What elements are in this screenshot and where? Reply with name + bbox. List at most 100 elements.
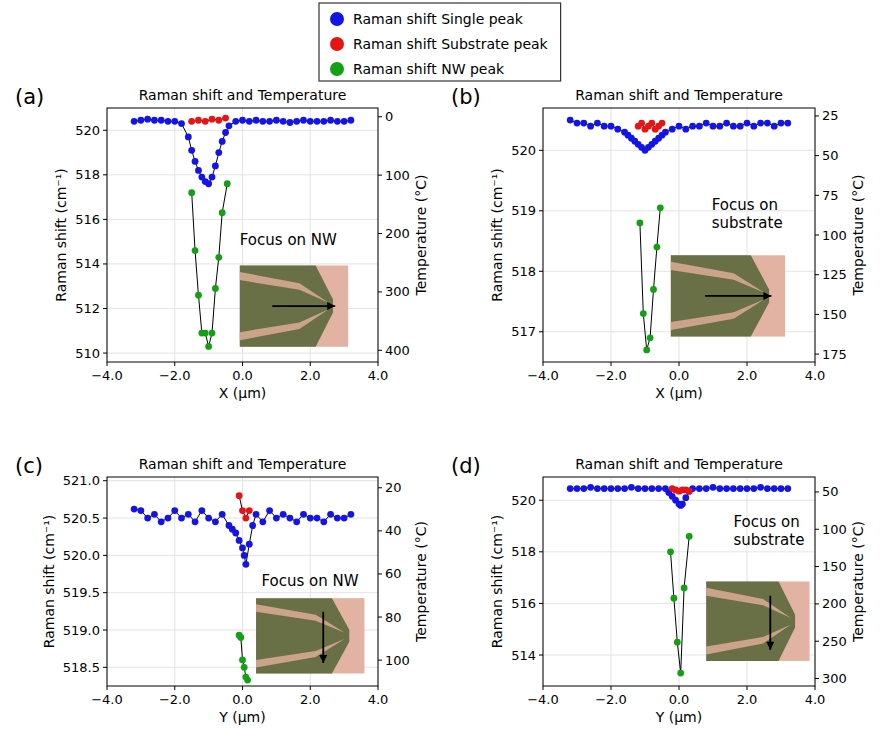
data-point — [188, 189, 195, 196]
y-tick — [539, 655, 543, 656]
data-point — [205, 180, 212, 187]
data-point — [205, 515, 212, 522]
data-point — [137, 507, 144, 514]
data-point — [614, 485, 621, 492]
data-point — [253, 511, 260, 518]
data-point — [192, 518, 199, 525]
y-tick-label: 519 — [511, 203, 536, 218]
data-point — [682, 494, 689, 501]
inset-arrowhead — [763, 292, 771, 300]
data-point — [249, 522, 256, 529]
y2-tick-label: 50 — [822, 484, 839, 499]
x-tick — [378, 362, 379, 366]
y2-tick — [378, 660, 382, 661]
data-point — [307, 118, 314, 125]
data-point — [659, 120, 666, 127]
data-point — [580, 485, 587, 492]
data-point — [293, 518, 300, 525]
data-point — [237, 634, 244, 641]
data-point — [594, 120, 601, 127]
data-point — [730, 485, 737, 492]
y2-tick — [378, 617, 382, 618]
x-tick-label: −2.0 — [159, 692, 191, 707]
data-point — [621, 485, 628, 492]
y2-axis-title: Temperature (°C) — [413, 521, 429, 643]
data-point — [574, 485, 581, 492]
data-point — [689, 123, 696, 130]
series-line — [134, 509, 351, 564]
data-point — [266, 507, 273, 514]
y-tick — [539, 210, 543, 211]
data-point — [293, 118, 300, 125]
legend-marker — [330, 37, 344, 51]
data-point — [307, 515, 314, 522]
data-point — [669, 126, 676, 133]
data-point — [587, 484, 594, 491]
y-tick — [539, 603, 543, 604]
data-point — [144, 116, 151, 123]
data-point — [222, 115, 229, 122]
y-tick-label: 518 — [511, 544, 536, 559]
data-point — [764, 485, 771, 492]
grid-line — [174, 108, 175, 362]
data-point — [215, 117, 222, 124]
data-point — [601, 485, 608, 492]
data-point — [253, 117, 260, 124]
data-point — [710, 484, 717, 491]
y2-tick — [815, 529, 819, 530]
series-line — [239, 496, 249, 518]
data-point — [215, 254, 222, 261]
y-tick-label: 520 — [75, 123, 100, 138]
inset-edge — [671, 262, 765, 293]
data-point — [643, 347, 650, 354]
legend-marker — [330, 62, 344, 76]
data-point — [185, 134, 192, 141]
x-tick — [242, 362, 243, 366]
x-tick — [679, 686, 680, 690]
plot-data — [131, 115, 355, 350]
y-tick-label: 514 — [511, 648, 536, 663]
data-point — [287, 119, 294, 126]
panel: Focus onsubstrate−4.0−2.00.02.04.0X (μm)… — [451, 85, 866, 401]
x-axis-title: Y (μm) — [218, 709, 265, 725]
legend-marker — [330, 12, 344, 26]
y2-tick — [378, 350, 382, 351]
x-tick-label: 0.0 — [232, 368, 253, 383]
data-point — [681, 585, 688, 592]
data-point — [703, 485, 710, 492]
data-point — [771, 485, 778, 492]
data-point — [686, 488, 693, 495]
panel: Focus onsubstrate−4.0−2.00.02.04.0Y (μm)… — [451, 454, 866, 725]
data-point — [703, 120, 710, 127]
data-point — [188, 118, 195, 125]
y2-tick-label: 200 — [385, 226, 410, 241]
data-point — [580, 120, 587, 127]
y2-tick — [378, 291, 382, 292]
data-point — [320, 518, 327, 525]
x-tick — [174, 362, 175, 366]
y2-axis-title: Temperature (°C) — [850, 175, 866, 297]
x-tick — [815, 362, 816, 366]
annotation-line: substrate — [733, 531, 804, 549]
plot-frame — [543, 477, 815, 686]
series-line — [192, 184, 228, 347]
data-point — [158, 117, 165, 124]
data-point — [209, 116, 216, 123]
y2-tick-label: 400 — [385, 343, 410, 358]
panel-title: Raman shift and Temperature — [575, 456, 783, 472]
inset-arrowhead — [319, 655, 327, 663]
data-point — [137, 117, 144, 124]
data-point — [614, 126, 621, 133]
y2-tick-label: 60 — [385, 566, 402, 581]
inset-edge — [706, 624, 791, 654]
data-point — [608, 123, 615, 130]
data-point — [314, 118, 321, 125]
data-point — [676, 123, 683, 130]
data-point — [574, 120, 581, 127]
plot-frame — [107, 108, 378, 362]
x-tick — [310, 362, 311, 366]
y2-tick-label: 250 — [822, 634, 847, 649]
data-point — [273, 117, 280, 124]
data-point — [131, 118, 138, 125]
data-point — [750, 123, 757, 130]
